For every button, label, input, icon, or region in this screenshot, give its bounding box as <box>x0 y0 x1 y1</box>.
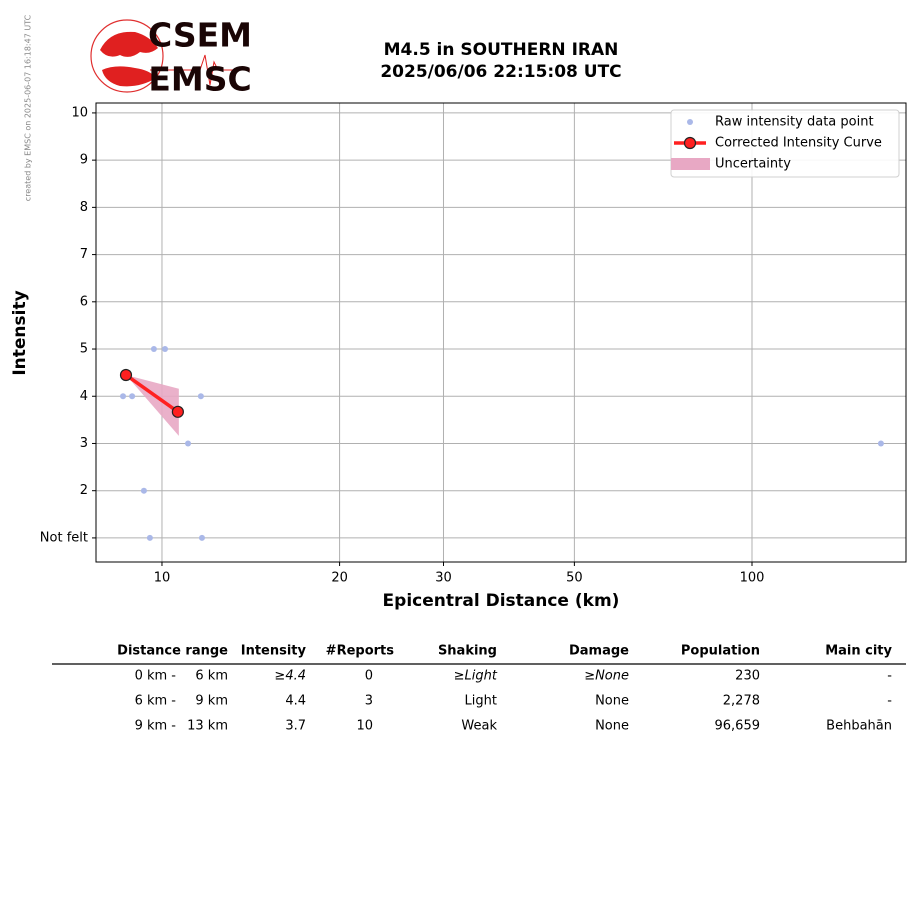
plot-frame <box>95 102 907 563</box>
table-header: Intensity <box>241 644 307 659</box>
table-cell: 0 km - <box>135 669 177 684</box>
table-cell: None <box>595 719 629 734</box>
table-cell: 10 <box>356 719 373 734</box>
curve-line <box>124 373 179 414</box>
table-cell: 3.7 <box>285 719 306 734</box>
table-cell: None <box>595 694 629 709</box>
table-cell: 96,659 <box>715 719 761 734</box>
logo-wave <box>150 54 250 86</box>
table-cell: Light <box>465 694 497 709</box>
table-cell: ≥Light <box>454 669 498 684</box>
logo-bottom: EMSC <box>148 60 251 99</box>
logo-top: CSEM <box>148 16 252 55</box>
table-cell: Behbahān <box>826 719 892 734</box>
raw-point <box>120 393 127 400</box>
table-cell: 6 km <box>195 669 228 684</box>
raw-point <box>150 346 157 353</box>
curve-point <box>119 368 133 382</box>
raw-point <box>197 393 204 400</box>
raw-point <box>198 534 205 541</box>
y-tick-label: 3 <box>80 436 88 451</box>
table-header: Main city <box>825 644 892 659</box>
legend-marker <box>683 136 697 150</box>
y-tick-label: 10 <box>71 105 88 120</box>
table-cell: 9 km - <box>135 719 177 734</box>
table-header: Damage <box>569 644 629 659</box>
table-cell: - <box>887 669 892 684</box>
raw-point <box>162 346 169 353</box>
curve-point <box>171 405 184 418</box>
legend-marker <box>671 158 710 170</box>
credit: created by EMSC on 2025-06-07 16:18:47 U… <box>24 14 33 201</box>
logo: CSEM EMSC <box>90 16 252 99</box>
raw-point <box>877 440 884 447</box>
x-tick-label: 50 <box>566 571 583 586</box>
logo-ring <box>90 19 164 93</box>
table-header: Shaking <box>438 644 497 659</box>
table: Distance range Intensity #Reports Shaking Da… <box>117 644 892 734</box>
raw-point <box>185 440 192 447</box>
y-tick-label: 8 <box>80 200 88 215</box>
table-cell: 3 <box>365 694 373 709</box>
table-cell: 2,278 <box>723 694 760 709</box>
raw-point <box>140 487 147 494</box>
table-cell: 0 <box>365 669 373 684</box>
y-tick-label: 9 <box>80 153 88 168</box>
raw-point <box>129 393 136 400</box>
table-header: #Reports <box>326 644 395 659</box>
uncertainty-band <box>125 375 179 436</box>
table-cell: 13 km <box>187 719 228 734</box>
table-cell: ≥4.4 <box>274 669 306 684</box>
x-tick-label: 30 <box>435 571 452 586</box>
y-tick-label: Not felt <box>40 530 88 545</box>
y-tick-label: 2 <box>80 483 88 498</box>
table-cell: 9 km <box>195 694 228 709</box>
legend-label: Corrected Intensity Curve <box>715 136 882 151</box>
chart-title: M4.5 in SOUTHERN IRAN <box>384 40 619 60</box>
logo-map <box>100 31 158 87</box>
y-tick-label: 4 <box>80 389 88 404</box>
y-axis-label: Intensity <box>10 290 30 375</box>
x-tick-label: 20 <box>331 571 348 586</box>
y-tick-label: 7 <box>80 247 88 262</box>
legend-box <box>670 109 900 178</box>
table-header: Distance range <box>117 644 228 659</box>
table-header: Population <box>681 644 760 659</box>
table-cell: 4.4 <box>285 694 306 709</box>
legend-marker <box>687 119 693 125</box>
x-axis-label: Epicentral Distance (km) <box>383 591 620 611</box>
table-cell: - <box>887 694 892 709</box>
raw-point <box>146 534 153 541</box>
legend-label: Raw intensity data point <box>715 115 874 130</box>
table-cell: ≥None <box>584 669 629 684</box>
table-cell: 6 km - <box>135 694 177 709</box>
table-cell: 230 <box>735 669 760 684</box>
y-tick-label: 6 <box>80 294 88 309</box>
y-tick-label: 5 <box>80 342 88 357</box>
legend-label: Uncertainty <box>715 157 791 172</box>
chart-subtitle: 2025/06/06 22:15:08 UTC <box>380 62 621 82</box>
plot-area: 10 20 30 50 100 Not felt 2 3 4 5 6 7 8 9 10 Raw intensi… <box>40 102 907 586</box>
x-tick-label: 10 <box>154 571 171 586</box>
table-cell: Weak <box>461 719 497 734</box>
x-tick-label: 100 <box>740 571 765 586</box>
